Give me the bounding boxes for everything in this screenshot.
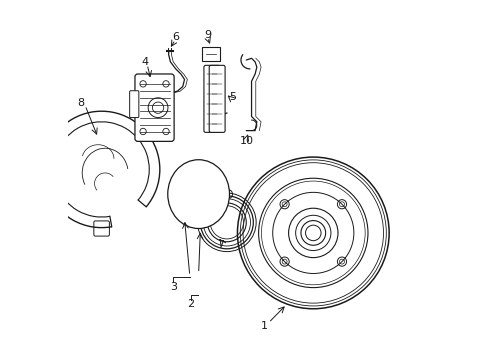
Text: 9: 9 xyxy=(203,30,211,40)
Text: 3: 3 xyxy=(169,282,176,292)
Text: 10: 10 xyxy=(239,136,253,146)
Text: 5: 5 xyxy=(228,92,236,102)
Ellipse shape xyxy=(167,160,229,229)
Bar xyxy=(202,47,219,61)
Text: 2: 2 xyxy=(187,299,194,309)
FancyBboxPatch shape xyxy=(203,66,219,132)
FancyBboxPatch shape xyxy=(135,74,174,141)
Text: 6: 6 xyxy=(172,32,179,42)
FancyBboxPatch shape xyxy=(129,91,139,118)
Text: 7: 7 xyxy=(217,240,224,250)
Bar xyxy=(213,116,221,122)
Text: 4: 4 xyxy=(141,57,148,67)
Text: 1: 1 xyxy=(260,321,267,332)
FancyBboxPatch shape xyxy=(209,66,224,132)
Text: 8: 8 xyxy=(77,98,84,108)
